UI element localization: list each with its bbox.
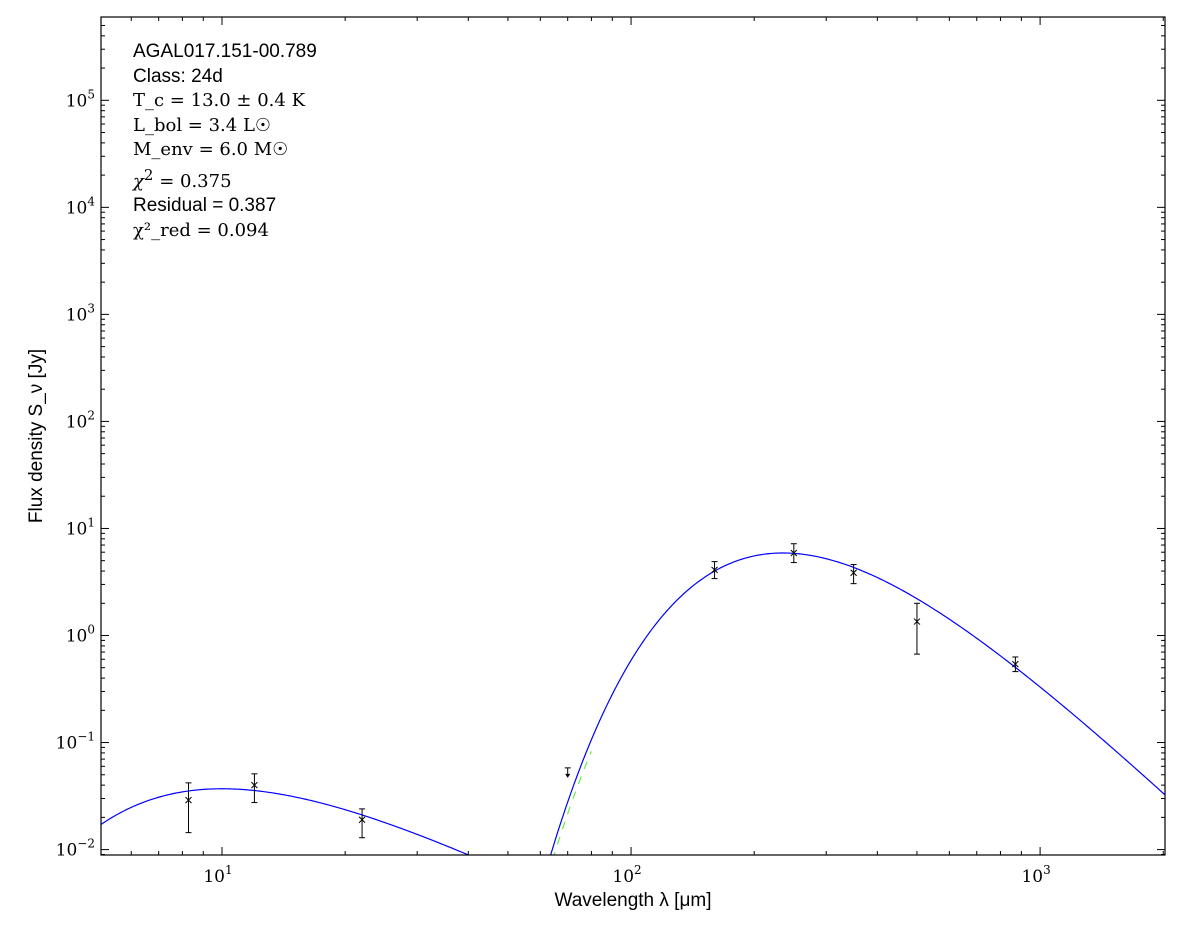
model-curve-2 [553,750,592,855]
data-point [790,543,798,564]
data-point [913,602,921,655]
y-tick-label: 10−2 [56,837,95,861]
y-tick-exponent: 5 [87,87,95,101]
y-tick-base: 10 [56,734,78,754]
y-tick-label: 100 [66,623,95,647]
y-axis-label: Flux density S_ν [Jy] [26,349,47,523]
y-tick-label: 103 [66,301,95,325]
x-tick-exponent: 3 [1043,863,1051,877]
model-curve-1 [101,788,470,855]
y-tick-exponent: −1 [77,730,95,744]
y-tick-label: 104 [66,194,96,218]
x-tick-exponent: 1 [225,863,233,877]
marker-x [185,796,192,804]
envelope-mass: M_env = 6.0 M☉ [133,139,289,160]
marker-x [913,618,921,625]
y-tick-label: 101 [66,515,95,539]
chi-exponent: 2 [143,165,154,184]
y-tick-exponent: 4 [87,194,95,208]
y-tick-exponent: 0 [87,623,95,637]
data-point [1012,656,1019,673]
y-tick-exponent: 1 [87,515,95,529]
y-tick-exponent: 2 [87,408,95,422]
x-tick-label: 101 [203,863,232,887]
y-tick-base: 10 [66,519,88,539]
fit-annotations: AGAL017.151-00.789 Class: 24d T_c = 13.0… [133,40,317,243]
chi-squared: χ2 = 0.375 [133,163,317,195]
marker-x [790,549,798,557]
upper-limit [564,767,571,778]
x-tick-exponent: 2 [634,863,642,877]
chi-symbol: χ [133,170,144,192]
y-tick-base: 10 [66,198,88,218]
marker-x [850,569,857,577]
y-tick-base: 10 [66,412,88,432]
x-axis-label: Wavelength λ [μm] [554,890,711,911]
data-point [358,808,366,839]
x-tick-label: 103 [1021,863,1050,887]
chi-value: = 0.375 [153,170,232,192]
x-tick-label: 102 [612,863,641,887]
marker-x [711,566,718,574]
data-point [251,773,258,804]
data-point [185,782,192,834]
source-class: Class: 24d [133,65,223,87]
source-name: AGAL017.151-00.789 [133,41,317,62]
plot-frame [100,16,1166,856]
reduced-chi-squared: χ²_red = 0.094 [133,219,269,241]
y-tick-label: 105 [66,87,95,111]
luminosity: L_bol = 3.4 L☉ [133,114,272,136]
marker-x [1012,660,1019,668]
y-tick-exponent: −2 [77,837,95,851]
y-tick-base: 10 [56,841,78,861]
limit-arrow [565,773,571,778]
marker-x [358,816,366,824]
data-point [711,561,718,580]
model-curve-0 [549,552,1165,855]
marker-x [251,781,258,789]
y-tick-base: 10 [66,305,88,325]
y-tick-base: 10 [66,91,88,111]
temperature: T_c = 13.0 ± 0.4 K [133,90,306,111]
y-tick-label: 102 [66,408,95,432]
data-point [850,564,857,585]
y-tick-base: 10 [66,627,88,647]
y-tick-exponent: 3 [87,301,95,315]
y-tick-label: 10−1 [56,730,95,754]
residual: Residual = 0.387 [133,195,277,216]
